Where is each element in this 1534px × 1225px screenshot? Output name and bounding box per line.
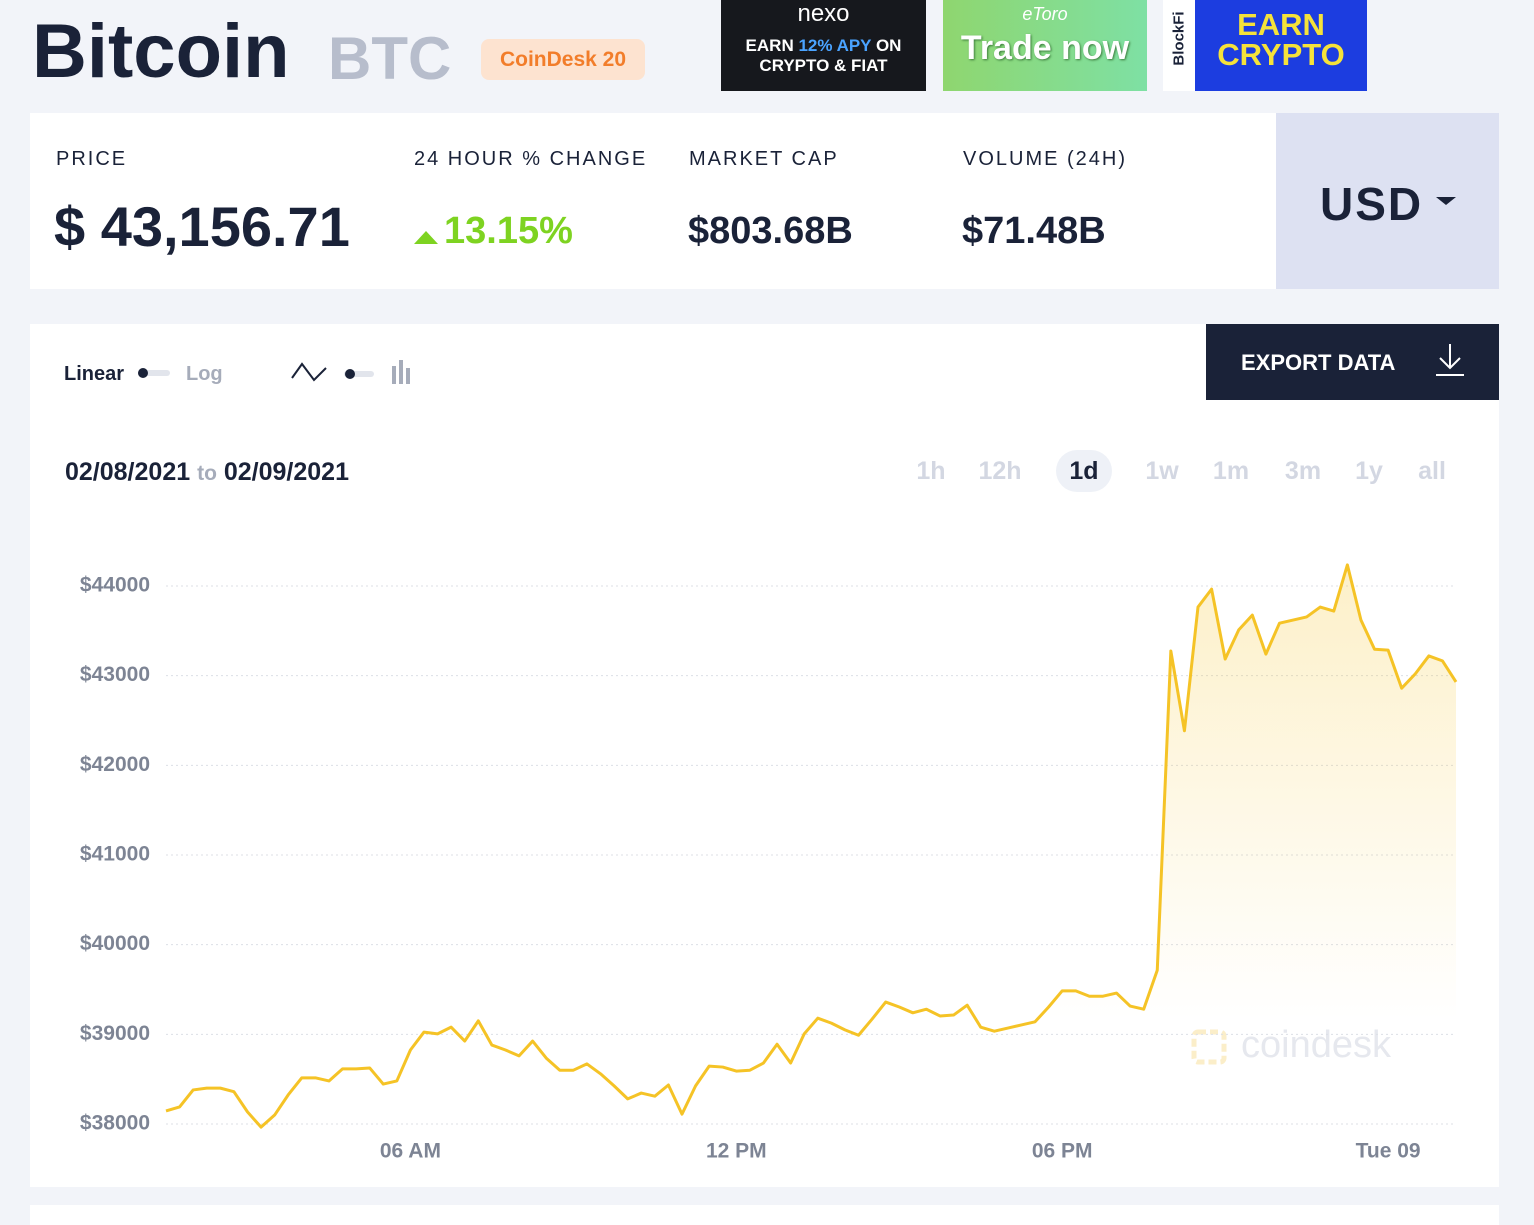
download-icon <box>1436 344 1464 376</box>
range-button[interactable]: 1m <box>1212 457 1250 485</box>
ad-blockfi[interactable]: BlockFi EARN CRYPTO <box>1163 0 1367 91</box>
up-triangle <box>414 231 438 244</box>
x-tick-label: 06 AM <box>380 1140 441 1163</box>
stat-value: $ 43,156.71 <box>54 195 350 258</box>
ad-text: ON <box>875 36 902 55</box>
x-tick-label: 12 PM <box>706 1140 767 1163</box>
ad-side <box>1163 0 1195 91</box>
range-button[interactable]: all <box>1418 457 1446 485</box>
export-label: EXPORT DATA <box>1241 350 1396 375</box>
range-button[interactable]: 3m <box>1284 457 1322 485</box>
currency-select[interactable]: USD <box>1276 113 1499 289</box>
y-tick-label: $41000 <box>80 843 150 866</box>
stat-label: PRICE <box>56 148 128 170</box>
ad-text: EARN <box>745 36 794 55</box>
range-button[interactable]: 12h <box>978 457 1022 485</box>
export-button[interactable]: EXPORT DATA <box>1206 324 1499 400</box>
x-tick-label: Tue 09 <box>1356 1140 1421 1163</box>
currency: USD <box>1320 178 1424 230</box>
coin-title: Bitcoin <box>32 9 290 94</box>
ad-highlight: 12% APY <box>798 36 872 55</box>
ad-text: CRYPTO & FIAT <box>759 56 888 75</box>
range-button[interactable]: 1h <box>916 457 946 485</box>
area-fill <box>166 564 1456 1133</box>
ad-text: EARN CRYPTO <box>1217 7 1345 72</box>
ad-nexo[interactable]: nexo EARN 12% APY ON CRYPTO & FIAT <box>721 0 926 91</box>
y-tick-label: $38000 <box>80 1112 150 1135</box>
y-tick-label: $43000 <box>80 663 150 686</box>
dropdown-caret <box>1436 197 1456 205</box>
ad-text: Trade now <box>960 29 1130 67</box>
coin-symbol: BTC <box>328 25 452 92</box>
chart-type-toggle[interactable] <box>290 360 420 388</box>
ad-text: EARN 12% APY ON <box>721 36 926 56</box>
stats-card <box>30 113 1276 289</box>
y-tick-label: $40000 <box>80 932 150 955</box>
stat-value: $71.48B <box>962 210 1106 252</box>
y-tick-label: $39000 <box>80 1022 150 1045</box>
y-tick-label: $42000 <box>80 753 150 776</box>
date-to-word: to <box>197 462 217 485</box>
stat-label: MARKET CAP <box>689 148 839 170</box>
stat-label: VOLUME (24H) <box>963 148 1128 170</box>
log-label[interactable]: Log <box>186 363 223 385</box>
range-button[interactable]: 1w <box>1145 457 1179 485</box>
ad-etoro[interactable]: eToro Trade now <box>943 0 1147 91</box>
ad-brand: eToro <box>1022 4 1068 24</box>
stat-value: 13.15% <box>444 210 573 252</box>
ad-brand: nexo <box>797 0 850 27</box>
stat-value: $803.68B <box>688 210 853 252</box>
index-badge[interactable]: CoinDesk 20 <box>481 39 645 80</box>
stat-label: 24 HOUR % CHANGE <box>414 148 648 170</box>
linear-label[interactable]: Linear <box>64 363 125 385</box>
date-from: 02/08/2021 <box>65 458 191 486</box>
date-range[interactable]: 02/08/2021 to 02/09/2021 <box>65 458 349 487</box>
date-to: 02/09/2021 <box>223 458 349 486</box>
y-tick-label: $44000 <box>80 574 150 597</box>
up-arrow <box>414 231 438 244</box>
scale-toggle[interactable] <box>136 366 172 380</box>
x-tick-label: 06 PM <box>1032 1140 1093 1163</box>
range-button[interactable]: 1y <box>1355 457 1383 485</box>
range-button[interactable]: 1d <box>1056 450 1112 492</box>
price-line <box>165 563 1458 1129</box>
